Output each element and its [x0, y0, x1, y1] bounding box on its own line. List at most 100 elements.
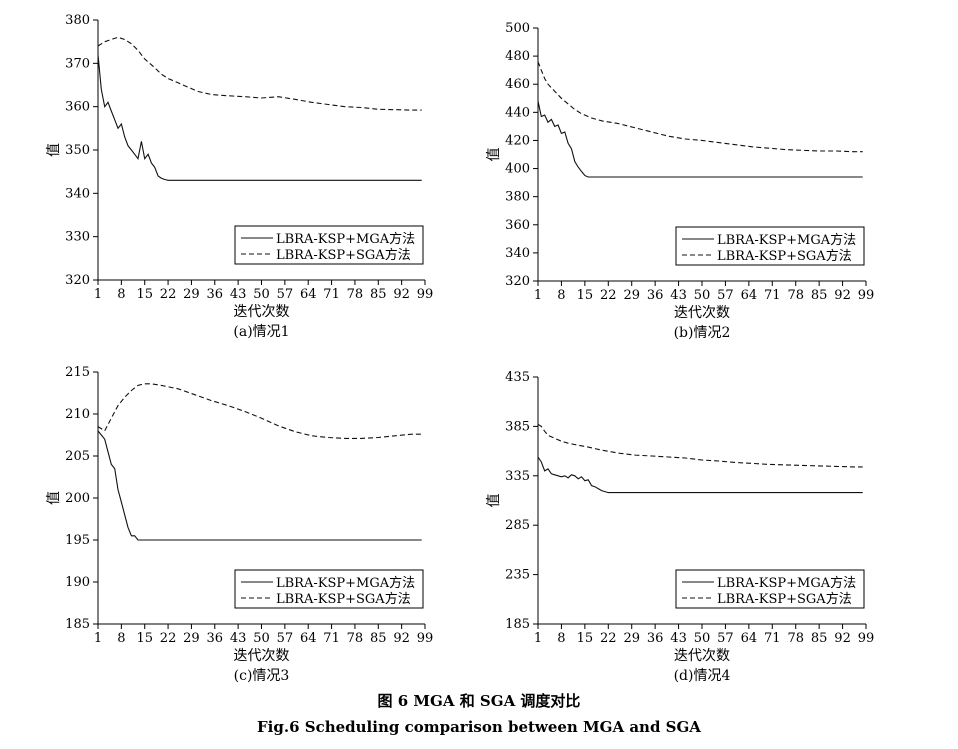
legend-box: [675, 569, 865, 609]
y-tick-label: 205: [65, 449, 90, 464]
y-tick-label: 380: [65, 13, 90, 28]
y-tick-label: 340: [505, 246, 530, 261]
x-axis-label: 迭代次数: [234, 304, 290, 320]
y-tick-label: 370: [65, 56, 90, 71]
x-tick-label: 1: [94, 631, 102, 646]
y-tick-label: 320: [65, 273, 90, 288]
y-tick-label: 185: [65, 617, 90, 632]
y-axis-label: 值: [486, 148, 502, 162]
x-tick-label: 1: [94, 287, 102, 302]
x-tick-label: 29: [183, 631, 200, 646]
legend-label: LBRA-KSP+SGA方法: [276, 591, 411, 607]
y-tick-label: 195: [65, 533, 90, 548]
x-tick-label: 8: [117, 631, 125, 646]
chart-subtitle: (a)情况1: [233, 324, 289, 340]
x-tick-label: 85: [811, 288, 828, 303]
x-tick-label: 1: [534, 631, 542, 646]
chart-subtitle: (c)情况3: [234, 668, 290, 684]
x-tick-label: 50: [694, 288, 711, 303]
x-tick-label: 64: [300, 631, 317, 646]
x-tick-label: 15: [136, 287, 153, 302]
legend-label: LBRA-KSP+SGA方法: [717, 591, 852, 607]
y-tick-label: 385: [505, 419, 530, 434]
x-tick-label: 92: [834, 631, 851, 646]
legend-label: LBRA-KSP+SGA方法: [276, 247, 411, 263]
chart-4: 1 8 15 22 29 36 43 50 57 64 71 78 85 92 99 185 235 285 335…: [486, 370, 874, 684]
x-tick-label: 92: [834, 288, 851, 303]
x-tick-label: 78: [787, 288, 804, 303]
legend-label: LBRA-KSP+MGA方法: [276, 231, 415, 247]
x-tick-label: 43: [670, 631, 687, 646]
series-line-mga: [537, 456, 863, 494]
x-tick-label: 15: [136, 631, 153, 646]
x-tick-label: 78: [347, 631, 364, 646]
y-tick-label: 400: [505, 162, 530, 177]
x-tick-label: 36: [647, 631, 664, 646]
y-tick-label: 190: [65, 575, 90, 590]
x-tick-label: 36: [207, 631, 224, 646]
x-tick-label: 57: [277, 631, 294, 646]
x-tick-label: 71: [764, 631, 781, 646]
x-tick-label: 43: [230, 287, 247, 302]
x-tick-label: 71: [323, 631, 340, 646]
figure-canvas: 1 8 15 22 29 36 43 50 57 64 71 78 85 92 99320330340350…: [46, 13, 875, 684]
y-tick-label: 340: [65, 186, 90, 201]
x-tick-label: 15: [577, 631, 594, 646]
y-tick-label: 360: [65, 100, 90, 115]
x-tick-label: 22: [160, 287, 177, 302]
x-tick-label: 85: [370, 631, 387, 646]
chart-subtitle: (d)情况4: [674, 668, 731, 684]
y-tick-label: 185: [505, 617, 530, 632]
x-tick-label: 36: [207, 287, 224, 302]
y-tick-label: 210: [65, 407, 90, 422]
legend-label: LBRA-KSP+MGA方法: [717, 232, 856, 248]
series-line-sga: [537, 61, 863, 153]
x-tick-label: 64: [741, 631, 758, 646]
y-tick-label: 435: [505, 370, 530, 385]
series-line-sga: [97, 36, 422, 111]
x-axis-label: 迭代次数: [234, 648, 290, 664]
x-tick-label: 85: [370, 287, 387, 302]
legend-label: LBRA-KSP+MGA方法: [717, 575, 856, 591]
x-tick-label: 50: [694, 631, 711, 646]
x-tick-label: 92: [393, 631, 410, 646]
figure-caption-chinese: 图 6 MGA 和 SGA 调度对比: [377, 692, 581, 710]
chart-subtitle: (b)情况2: [674, 325, 731, 341]
x-tick-label: 22: [160, 631, 177, 646]
y-tick-label: 440: [505, 105, 530, 120]
x-tick-label: 43: [230, 631, 247, 646]
x-tick-label: 1: [534, 288, 542, 303]
y-tick-label: 360: [505, 218, 530, 233]
x-tick-label: 57: [717, 288, 734, 303]
series-line-sga: [97, 383, 422, 439]
legend-label: LBRA-KSP+SGA方法: [717, 248, 852, 264]
x-tick-label: 43: [670, 288, 687, 303]
y-tick-label: 350: [65, 143, 90, 158]
figure-caption-english: Fig.6 Scheduling comparison between MGA …: [257, 718, 701, 736]
series-line-sga: [537, 423, 863, 468]
y-axis-label: 值: [486, 494, 502, 508]
x-tick-label: 50: [253, 287, 270, 302]
y-tick-label: 235: [505, 568, 530, 583]
x-tick-label: 64: [741, 288, 758, 303]
x-tick-label: 22: [600, 631, 617, 646]
x-tick-label: 29: [623, 288, 640, 303]
x-tick-label: 99: [858, 288, 875, 303]
x-tick-label: 8: [557, 631, 565, 646]
y-tick-label: 320: [505, 274, 530, 289]
legend-box: [675, 226, 865, 266]
series-line-mga: [537, 100, 863, 178]
legend-label: LBRA-KSP+MGA方法: [276, 575, 415, 591]
legend-box: [234, 569, 424, 609]
series-line-mga: [97, 54, 422, 181]
x-tick-label: 29: [183, 287, 200, 302]
y-tick-label: 330: [65, 230, 90, 245]
y-axis-label: 值: [46, 491, 62, 505]
x-tick-label: 99: [858, 631, 875, 646]
chart-1: 1 8 15 22 29 36 43 50 57 64 71 78 85 92 99 320 330 340 350…: [46, 13, 433, 340]
x-tick-label: 92: [393, 287, 410, 302]
